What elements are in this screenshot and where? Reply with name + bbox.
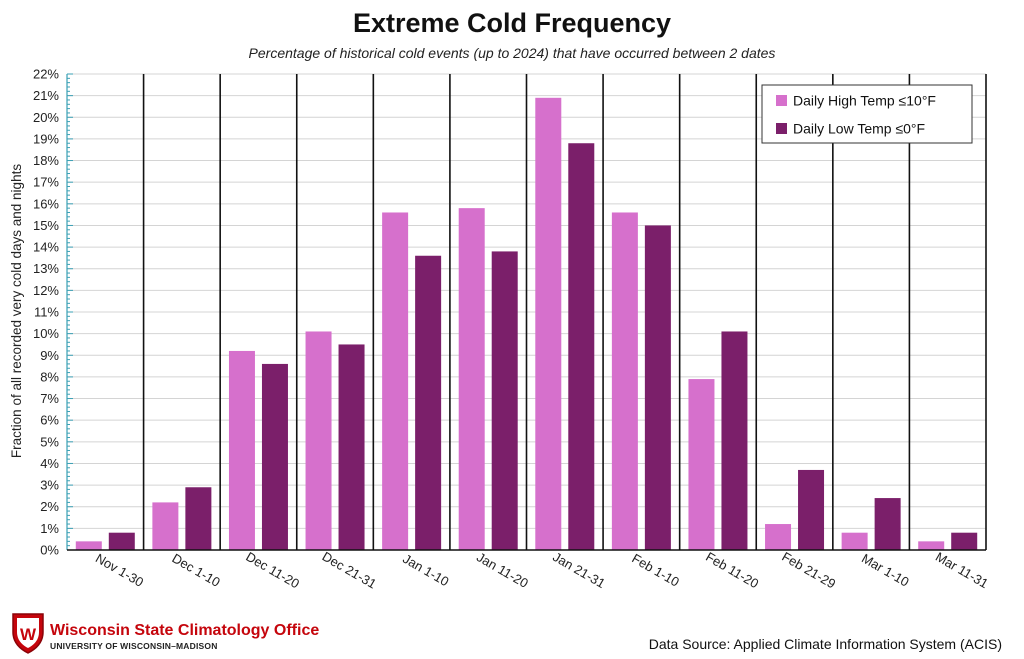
y-tick-label: 20% — [33, 110, 59, 125]
bar — [75, 541, 102, 550]
y-tick-label: 9% — [40, 348, 59, 363]
y-tick-label: 7% — [40, 391, 59, 406]
legend: Daily High Temp ≤10°F Daily Low Temp ≤0°F — [761, 84, 973, 144]
organization-name: Wisconsin State Climatology Office — [50, 622, 320, 639]
y-axis-label: Fraction of all recorded very cold days … — [9, 164, 24, 458]
bar-chart: 0% 1% 2% 3% 4% 5% 6% 7% 8% 9% 10% 11% 12% 13% 14% 15% 16… — [9, 67, 991, 592]
bar — [798, 469, 825, 550]
y-tick-label: 11% — [34, 305, 59, 320]
x-tick-label: Jan 21-31 — [550, 549, 608, 591]
y-tick-label: 22% — [33, 67, 59, 82]
y-tick-label: 6% — [40, 413, 59, 428]
bar — [874, 498, 901, 550]
y-tick-label: 17% — [33, 175, 59, 190]
bar — [688, 379, 715, 550]
chart-subtitle: Percentage of historical cold events (up… — [248, 45, 776, 61]
y-tick-label: 12% — [33, 283, 59, 298]
y-tick-label: 14% — [33, 240, 59, 255]
y-tick-label: 21% — [33, 88, 59, 103]
y-tick-label: 5% — [40, 434, 59, 449]
legend-swatch — [776, 123, 787, 134]
y-tick-label: 4% — [40, 456, 59, 471]
x-tick-label: Dec 11-20 — [243, 549, 302, 591]
x-tick-label: Jan 1-10 — [400, 551, 451, 589]
bar — [568, 143, 595, 550]
x-tick-label: Mar 1-10 — [859, 551, 912, 590]
bars — [75, 97, 978, 551]
y-tick-label: 16% — [33, 196, 59, 211]
x-tick-label: Mar 11-31 — [933, 549, 991, 591]
bar — [305, 331, 332, 550]
bar — [951, 532, 978, 550]
legend-entry: Daily High Temp ≤10°F — [793, 93, 936, 109]
chart-title: Extreme Cold Frequency — [352, 8, 672, 38]
bar — [721, 331, 748, 550]
y-tick-label: 15% — [33, 218, 59, 233]
x-tick-label: Feb 11-20 — [703, 549, 761, 591]
y-tick-label: 10% — [33, 326, 59, 341]
bar — [261, 363, 288, 550]
x-tick-label: Jan 11-20 — [474, 549, 531, 590]
bar — [338, 344, 365, 550]
x-tick-label: Feb 1-10 — [629, 551, 682, 590]
y-tick-label: 8% — [40, 369, 59, 384]
bar — [535, 97, 562, 551]
y-tick-label: 19% — [33, 131, 59, 146]
bar — [644, 225, 671, 551]
svg-text:W: W — [20, 625, 37, 644]
bar — [765, 524, 792, 550]
bar — [458, 208, 485, 551]
x-tick-label: Feb 21-29 — [779, 549, 838, 592]
bar — [841, 532, 868, 550]
legend-box — [761, 84, 973, 144]
bar — [152, 502, 179, 550]
bar — [108, 532, 135, 550]
bar — [382, 212, 409, 551]
uw-crest-logo: W — [12, 613, 44, 654]
bar — [415, 255, 442, 550]
y-tick-label: 13% — [33, 261, 59, 276]
legend-swatch — [776, 95, 787, 106]
bar — [491, 251, 518, 550]
y-tick-label: 1% — [40, 521, 59, 536]
bar — [185, 487, 212, 550]
y-tick-label: 0% — [40, 543, 59, 558]
y-tick-label: 3% — [40, 478, 59, 493]
bar — [611, 212, 638, 551]
data-source: Data Source: Applied Climate Information… — [648, 636, 1002, 652]
legend-entry: Daily Low Temp ≤0°F — [793, 121, 925, 137]
x-tick-label: Dec 21-31 — [320, 549, 379, 592]
x-tick-label: Dec 1-10 — [170, 550, 223, 589]
organization-subtitle: UNIVERSITY OF WISCONSIN–MADISON — [50, 641, 218, 651]
bar — [228, 350, 255, 550]
y-tick-label: 18% — [33, 153, 59, 168]
y-tick-label: 2% — [40, 499, 59, 514]
x-tick-label: Nov 1-30 — [93, 550, 146, 589]
bar — [918, 541, 945, 550]
category-separators — [142, 74, 987, 550]
